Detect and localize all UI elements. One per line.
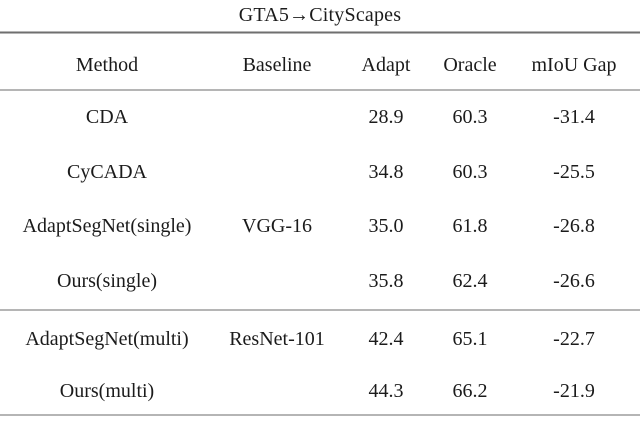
oracle-cell: 60.3 (452, 106, 488, 129)
method-cell: Ours(multi) (59, 379, 155, 402)
table-title: GTA5→CityScapes (238, 4, 402, 26)
table-row: AdaptSegNet(single) VGG-16 35.0 61.8 -26… (0, 200, 640, 255)
baseline-cell: VGG-16 (242, 215, 312, 238)
header-adapt: Adapt (361, 54, 411, 76)
top-rule (0, 31, 640, 34)
method-cell: CyCADA (66, 160, 147, 183)
adapt-cell: 42.4 (368, 328, 404, 351)
adapt-cell: 44.3 (368, 379, 404, 402)
gap-cell: -31.4 (553, 106, 595, 129)
gap-cell: -21.9 (553, 379, 595, 402)
adapt-cell: 34.8 (368, 160, 404, 183)
section-rule (0, 308, 640, 311)
adapt-cell: 28.9 (368, 106, 404, 129)
bottom-rule (0, 413, 640, 416)
header-row: Method Baseline Adapt Oracle mIoU Gap (0, 34, 640, 89)
oracle-cell: 61.8 (452, 215, 488, 238)
method-cell: AdaptSegNet(single) (22, 215, 192, 238)
oracle-cell: 65.1 (452, 328, 488, 351)
adapt-cell: 35.0 (368, 215, 404, 238)
table-row: Ours(multi) 44.3 66.2 -21.9 (0, 362, 640, 414)
oracle-cell: 66.2 (452, 379, 488, 402)
gap-cell: -26.8 (553, 215, 595, 238)
table-row: AdaptSegNet(multi) ResNet-101 42.4 65.1 … (0, 311, 640, 363)
header-miou-gap: mIoU Gap (531, 54, 617, 76)
header-oracle: Oracle (443, 54, 497, 76)
table-row: CDA 28.9 60.3 -31.4 (0, 91, 640, 146)
oracle-cell: 60.3 (452, 160, 488, 183)
gap-cell: -22.7 (553, 328, 595, 351)
adapt-cell: 35.8 (368, 269, 404, 292)
method-cell: CDA (85, 106, 129, 129)
table-section-vgg16: CDA 28.9 60.3 -31.4 CyCADA 34.8 60.3 -25… (0, 91, 640, 309)
method-cell: Ours(single) (57, 269, 157, 292)
gap-cell: -26.6 (553, 269, 595, 292)
header-rule (0, 88, 640, 91)
table-row: Ours(single) 35.8 62.4 -26.6 (0, 254, 640, 309)
table-section-resnet101: AdaptSegNet(multi) ResNet-101 42.4 65.1 … (0, 311, 640, 414)
oracle-cell: 62.4 (452, 269, 488, 292)
gap-cell: -25.5 (553, 160, 595, 183)
baseline-cell: ResNet-101 (229, 328, 325, 351)
method-cell: AdaptSegNet(multi) (25, 328, 189, 351)
header-baseline: Baseline (242, 54, 312, 76)
table-row: CyCADA 34.8 60.3 -25.5 (0, 145, 640, 200)
header-method: Method (75, 54, 139, 76)
